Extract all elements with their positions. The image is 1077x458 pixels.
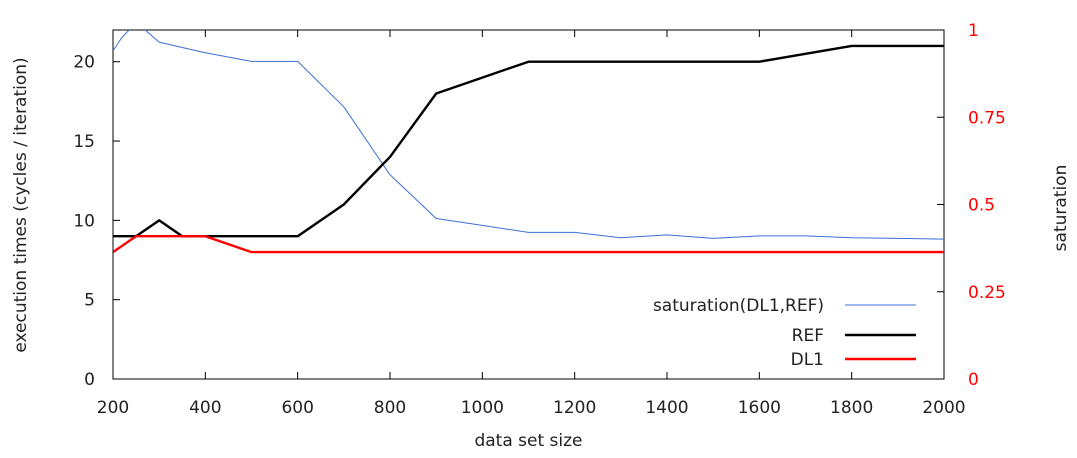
x-tick-label: 1400 bbox=[645, 398, 688, 418]
y-tick-label: 5 bbox=[84, 291, 95, 311]
legend-label: DL1 bbox=[791, 350, 824, 370]
y2-tick-label: 0.5 bbox=[968, 196, 995, 216]
y-tick-label: 20 bbox=[73, 53, 95, 73]
x-axis-title: data set size bbox=[474, 431, 582, 451]
x-tick-label: 1600 bbox=[738, 398, 781, 418]
y-tick-label: 10 bbox=[73, 211, 95, 231]
x-tick-label: 1200 bbox=[553, 398, 596, 418]
legend-label: saturation(DL1,REF) bbox=[653, 296, 824, 316]
series-line-saturation-dl1-ref bbox=[113, 30, 944, 240]
y2-tick-label: 0 bbox=[968, 370, 979, 390]
series-layer bbox=[113, 30, 944, 254]
y-tick-label: 0 bbox=[84, 370, 95, 390]
y2-tick-label: 0.25 bbox=[968, 283, 1006, 303]
legend: saturation(DL1,REF) REF DL1 bbox=[653, 296, 916, 370]
legend-label: REF bbox=[792, 326, 824, 346]
series-line-ref bbox=[113, 44, 944, 238]
x-tick-label: 1000 bbox=[461, 398, 504, 418]
x-tick-label: 600 bbox=[281, 398, 313, 418]
tick-layer: 200 400 600 800 1000 1200 1400 1600 1800 20000510… bbox=[73, 21, 1006, 418]
y-axis-title: execution times (cycles / iteration) bbox=[11, 57, 31, 352]
y2-tick-label: 0.75 bbox=[968, 108, 1006, 128]
y-tick-label: 15 bbox=[73, 132, 95, 152]
y2-tick-label: 1 bbox=[968, 21, 979, 41]
x-tick-label: 400 bbox=[189, 398, 221, 418]
x-tick-label: 1800 bbox=[830, 398, 873, 418]
y2-axis-title: saturation bbox=[1051, 165, 1071, 252]
x-tick-label: 800 bbox=[374, 398, 406, 418]
x-tick-label: 2000 bbox=[922, 398, 965, 418]
x-tick-label: 200 bbox=[97, 398, 129, 418]
series-line-dl1 bbox=[113, 234, 944, 254]
